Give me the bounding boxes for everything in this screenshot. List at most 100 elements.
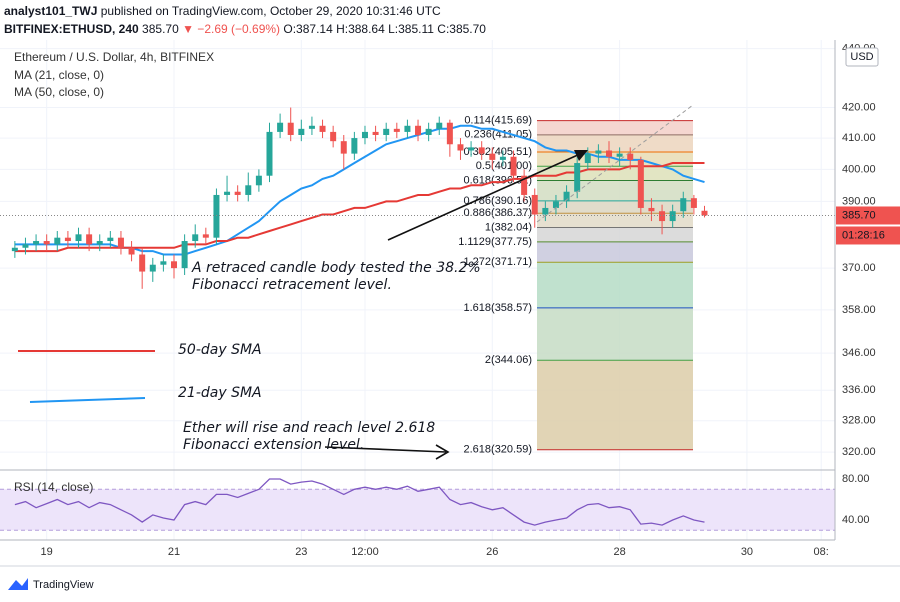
- candle-body: [96, 241, 103, 245]
- annotation: Fibonacci retracement level.: [192, 277, 392, 293]
- candle-body: [192, 234, 199, 242]
- author: analyst101_TWJ: [4, 4, 97, 18]
- candle-body: [139, 254, 146, 272]
- trend-line: [536, 104, 694, 223]
- fib-label: 0.236(411.05): [464, 129, 532, 141]
- y-tick-label: 320.00: [842, 446, 876, 458]
- change: ▼ −2.69 (−0.69%): [182, 22, 280, 36]
- countdown-box: [836, 226, 900, 245]
- fib-label: 0.886(386.37): [464, 207, 533, 219]
- candle-body: [224, 191, 231, 195]
- candle-body: [277, 122, 284, 132]
- candle-body: [54, 237, 61, 245]
- y-tick-label: 390.00: [842, 195, 876, 207]
- candle-body: [372, 131, 379, 135]
- candle-body: [255, 175, 262, 186]
- x-tick-label: 19: [41, 546, 53, 558]
- arrow: [387, 153, 581, 241]
- candle-body: [22, 244, 29, 248]
- legend-ma50: MA (50, close, 0): [14, 85, 104, 99]
- candle-body: [606, 150, 613, 157]
- countdown: 01:28:16: [842, 229, 885, 241]
- currency: USD: [850, 51, 873, 63]
- y-tick-label: 370.00: [842, 262, 876, 274]
- candle-body: [181, 241, 188, 269]
- candle-body: [659, 211, 666, 222]
- price-pane: 440.00420.00410.00400.00390.00370.00358.…: [0, 40, 876, 558]
- rsi-line: [14, 478, 705, 526]
- candle-body: [531, 194, 538, 215]
- arrow-head: [574, 150, 588, 161]
- annotation: Fibonacci extension level.: [183, 437, 364, 453]
- candle-body: [234, 191, 241, 195]
- fib-band: [537, 134, 693, 153]
- candle-body: [128, 247, 135, 255]
- arrow: [324, 446, 447, 453]
- fib-band: [537, 227, 693, 242]
- candle-body: [468, 147, 475, 151]
- candle-body: [202, 234, 209, 238]
- candle-body: [521, 175, 528, 195]
- candle-body: [160, 261, 167, 265]
- y-tick-label: 420.00: [842, 101, 876, 113]
- ohlc: O:387.14 H:388.64 L:385.11 C:385.70: [283, 22, 486, 36]
- candle-body: [415, 125, 422, 135]
- x-tick-label: 08:: [814, 546, 829, 558]
- rsi-tick-label: 80.00: [842, 473, 870, 485]
- footer-text: TradingView: [33, 579, 94, 591]
- candle-body: [33, 241, 40, 245]
- candle-body: [383, 128, 390, 135]
- fib-band: [537, 262, 693, 308]
- candle-body: [404, 125, 411, 132]
- y-tick-label: 358.00: [842, 304, 876, 316]
- candle-body: [298, 128, 305, 135]
- fib-band: [537, 120, 693, 135]
- candle-body: [680, 198, 687, 212]
- candle-body: [393, 128, 400, 132]
- candle-body: [330, 131, 337, 142]
- candle-body: [425, 128, 432, 135]
- fib-band: [537, 360, 693, 450]
- candle-body: [457, 144, 464, 151]
- candle-body: [595, 150, 602, 154]
- candle-body: [637, 159, 644, 208]
- candle-body: [64, 237, 71, 242]
- currency-box[interactable]: [845, 47, 879, 67]
- candle-body: [171, 261, 178, 269]
- rsi-band: [0, 489, 835, 531]
- fib-label: 2(344.06): [485, 354, 532, 366]
- candle-body: [11, 247, 18, 252]
- candle-body: [499, 156, 506, 160]
- fib-label: 1.1129(377.75): [458, 236, 532, 248]
- last-price-label: 385.70: [842, 209, 876, 221]
- x-tick-label: 12:00: [351, 546, 379, 558]
- candle-body: [542, 207, 549, 215]
- sma21-sample: [29, 397, 146, 403]
- legend-ma21: MA (21, close, 0): [14, 68, 104, 82]
- candle-body: [584, 153, 591, 164]
- candle-body: [245, 185, 252, 195]
- candle-body: [107, 237, 114, 242]
- fib-label: 2.618(320.59): [464, 444, 533, 456]
- candle-body: [563, 191, 570, 202]
- annotation: 50-day SMA: [178, 342, 262, 358]
- candle-body: [117, 237, 124, 248]
- candle-body: [361, 131, 368, 139]
- candle-body: [627, 153, 634, 160]
- candle-body: [319, 125, 326, 132]
- y-tick-label: 346.00: [842, 347, 876, 359]
- candle-body: [287, 122, 294, 135]
- fib-band: [537, 241, 693, 263]
- x-tick-label: 23: [295, 546, 307, 558]
- logo-icon: [8, 578, 28, 590]
- last-price-box: [836, 206, 900, 225]
- candle-body: [510, 156, 517, 176]
- y-tick-label: 410.00: [842, 132, 876, 144]
- candle-body: [478, 147, 485, 154]
- arrow-head: [435, 444, 450, 460]
- x-tick-label: 26: [486, 546, 498, 558]
- last: 385.70: [142, 22, 179, 36]
- candle-body: [616, 153, 623, 157]
